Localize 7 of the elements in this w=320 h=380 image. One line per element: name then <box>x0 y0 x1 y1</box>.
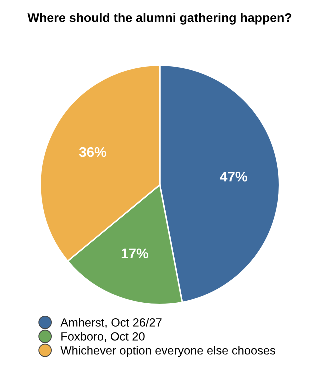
legend-label: Whichever option everyone else chooses <box>60 346 276 358</box>
chart-title: Where should the alumni gathering happen? <box>28 13 292 25</box>
data-label: 17% <box>122 248 148 259</box>
data-label: 36% <box>79 147 107 158</box>
legend-label: Foxboro, Oct 20 <box>62 332 145 342</box>
data-label: 47% <box>220 172 248 182</box>
legend-label: Amherst, Oct 26/27 <box>60 318 162 328</box>
